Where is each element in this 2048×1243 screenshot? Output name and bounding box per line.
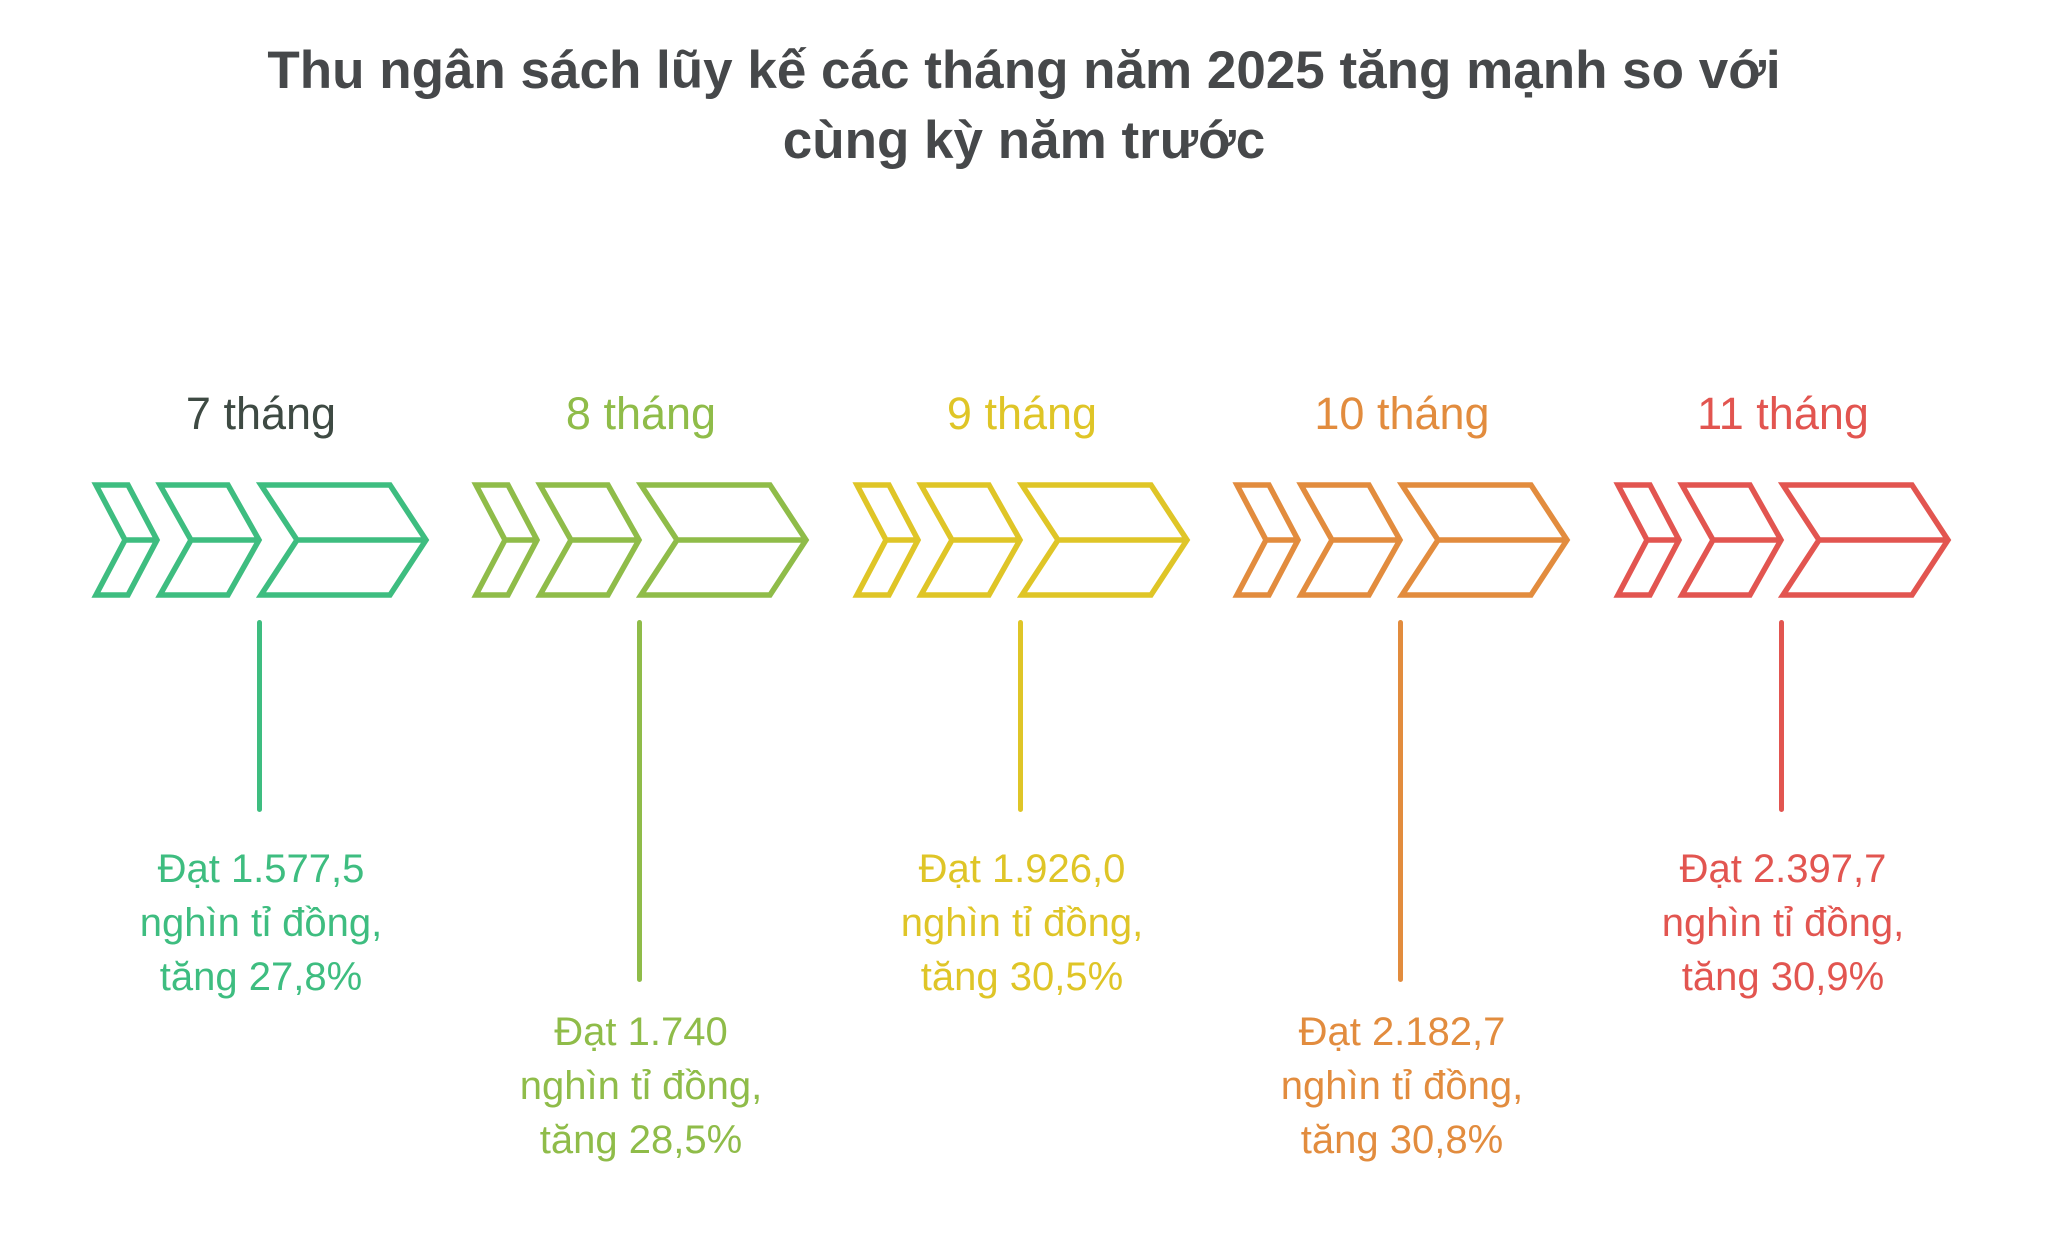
- month-group-9: 9 tháng Đạt 1.926,0 nghìn tỉ đồng, tăng …: [852, 0, 1192, 1243]
- chevron-arrows-icon: [852, 482, 1191, 598]
- month-group-10: 10 tháng Đạt 2.182,7 nghìn tỉ đồng, tăng…: [1232, 0, 1572, 1243]
- value-label: Đạt 2.182,7 nghìn tỉ đồng, tăng 30,8%: [1280, 1010, 1524, 1162]
- month-label: 10 tháng: [1314, 388, 1490, 439]
- month-group-8: 8 tháng Đạt 1.740 nghìn tỉ đồng, tăng 28…: [471, 0, 811, 1243]
- page-title: Thu ngân sách lũy kế các tháng năm 2025 …: [0, 36, 2048, 176]
- month-label: 8 tháng: [565, 388, 717, 439]
- value-label: Đạt 1.577,5 nghìn tỉ đồng, tăng 27,8%: [139, 847, 383, 999]
- month-group-11: 11 tháng Đạt 2.397,7 nghìn tỉ đồng, tăng…: [1613, 0, 1953, 1243]
- value-label: Đạt 1.926,0 nghìn tỉ đồng, tăng 30,5%: [900, 847, 1144, 999]
- month-group-7: 7 tháng Đạt 1.577,5 nghìn tỉ đồng, tăng …: [91, 0, 431, 1243]
- chevron-arrows-icon: [1613, 482, 1952, 598]
- chevron-arrows-icon: [91, 482, 430, 598]
- month-label: 11 tháng: [1697, 388, 1869, 439]
- connector-line: [1018, 620, 1023, 812]
- page-title-line-1: Thu ngân sách lũy kế các tháng năm 2025 …: [267, 41, 1781, 100]
- connector-line: [1398, 620, 1403, 982]
- value-label: Đạt 1.740 nghìn tỉ đồng, tăng 28,5%: [519, 1010, 763, 1162]
- connector-line: [637, 620, 642, 982]
- value-label: Đạt 2.397,7 nghìn tỉ đồng, tăng 30,9%: [1661, 847, 1905, 999]
- connector-line: [1779, 620, 1784, 812]
- month-label: 7 tháng: [185, 388, 337, 439]
- chevron-arrows-icon: [1232, 482, 1571, 598]
- page-title-line-2: cùng kỳ năm trước: [782, 111, 1266, 170]
- month-label: 9 tháng: [946, 388, 1098, 439]
- chevron-arrows-icon: [471, 482, 810, 598]
- connector-line: [257, 620, 262, 812]
